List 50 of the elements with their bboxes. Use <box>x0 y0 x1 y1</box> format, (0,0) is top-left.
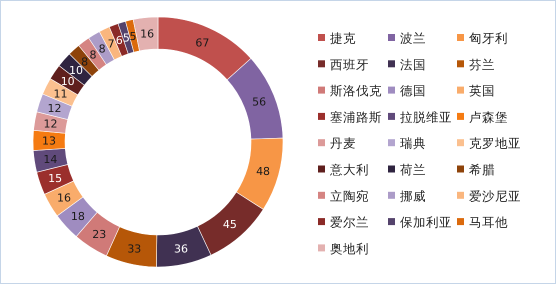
data-label: 67 <box>195 36 210 50</box>
legend-label: 爱尔兰 <box>330 214 369 230</box>
data-label: 5 <box>129 30 136 43</box>
legend-label: 德国 <box>400 83 426 98</box>
data-label: 8 <box>90 48 97 62</box>
legend-label: 西班牙 <box>330 56 369 72</box>
data-label: 11 <box>53 87 68 100</box>
data-label: 23 <box>92 228 106 241</box>
legend-label: 希腊 <box>469 162 495 177</box>
legend-label: 保加利亚 <box>400 214 452 230</box>
legend-label: 斯洛伐克 <box>330 83 382 98</box>
legend-label: 荷兰 <box>400 162 426 177</box>
legend-label: 芬兰 <box>469 56 495 72</box>
data-label: 12 <box>48 102 62 115</box>
legend-label: 奥地利 <box>330 240 369 256</box>
legend-label: 塞浦路斯 <box>330 109 382 124</box>
data-label: 48 <box>256 164 270 178</box>
data-label: 16 <box>140 28 154 41</box>
data-label: 6 <box>116 34 123 48</box>
legend-label: 马耳他 <box>469 214 508 230</box>
data-label: 15 <box>48 172 62 186</box>
data-label: 12 <box>44 118 58 131</box>
data-label: 8 <box>81 55 88 68</box>
data-label: 56 <box>252 95 266 108</box>
legend-label: 丹麦 <box>330 136 356 151</box>
data-label: 36 <box>174 242 188 256</box>
data-label: 45 <box>222 218 237 231</box>
legend-label: 捷克 <box>330 30 356 46</box>
legend-label: 瑞典 <box>400 136 426 151</box>
legend-label: 波兰 <box>400 30 426 46</box>
data-label: 13 <box>42 134 56 148</box>
data-label: 7 <box>108 38 115 51</box>
data-label: 14 <box>43 152 58 166</box>
legend-label: 拉脱维亚 <box>400 109 452 124</box>
legend-label: 立陶宛 <box>330 188 369 204</box>
data-label: 16 <box>57 191 72 204</box>
legend-label: 意大利 <box>329 162 369 177</box>
data-label: 10 <box>60 74 75 88</box>
data-label: 5 <box>122 32 130 45</box>
legend-label: 爱沙尼亚 <box>469 188 521 204</box>
data-label: 10 <box>69 64 84 78</box>
legend-label: 卢森堡 <box>469 109 508 124</box>
legend-label: 法国 <box>400 56 426 72</box>
legend-label: 匈牙利 <box>469 30 508 46</box>
data-label: 8 <box>98 42 106 56</box>
legend-label: 挪威 <box>400 188 426 204</box>
data-label: 33 <box>127 242 142 256</box>
legend-label: 克罗地亚 <box>469 136 521 151</box>
legend-label: 英国 <box>469 83 495 98</box>
data-label: 18 <box>70 210 85 223</box>
